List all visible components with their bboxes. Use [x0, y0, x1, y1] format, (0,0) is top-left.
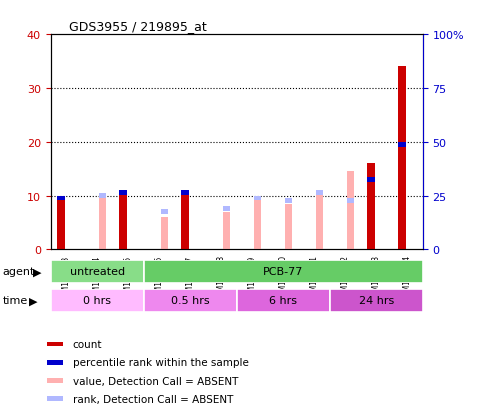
Text: count: count	[72, 339, 102, 349]
Bar	[223, 207, 230, 212]
Text: PCB-77: PCB-77	[263, 266, 303, 277]
Text: 0.5 hrs: 0.5 hrs	[171, 295, 210, 306]
Bar	[119, 193, 127, 250]
Bar	[367, 178, 375, 182]
Bar	[346, 172, 355, 250]
Bar	[254, 196, 261, 201]
Bar	[315, 191, 323, 196]
Bar	[284, 199, 292, 204]
Bar	[51, 260, 144, 283]
Text: percentile rank within the sample: percentile rank within the sample	[72, 358, 249, 368]
Bar	[160, 210, 169, 214]
Bar	[47, 342, 63, 347]
Bar	[47, 396, 63, 401]
Text: ▶: ▶	[29, 296, 38, 306]
Text: ▶: ▶	[33, 267, 42, 277]
Bar	[160, 218, 169, 250]
Text: value, Detection Call = ABSENT: value, Detection Call = ABSENT	[72, 376, 238, 386]
Bar	[47, 378, 63, 383]
Bar	[144, 260, 423, 283]
Bar	[119, 191, 127, 196]
Bar	[315, 193, 323, 250]
Bar	[398, 67, 406, 250]
Bar	[181, 191, 189, 196]
Bar	[99, 193, 106, 250]
Text: time: time	[2, 296, 28, 306]
Bar	[57, 196, 65, 201]
Text: 24 hrs: 24 hrs	[358, 295, 394, 306]
Text: untreated: untreated	[70, 266, 125, 277]
Text: 6 hrs: 6 hrs	[269, 295, 297, 306]
Bar	[367, 164, 375, 250]
Bar	[181, 193, 189, 250]
Bar	[329, 289, 423, 312]
Bar	[346, 199, 355, 204]
Bar	[398, 142, 406, 147]
Bar	[254, 199, 261, 250]
Bar	[57, 199, 65, 250]
Bar	[284, 204, 292, 250]
Bar	[223, 212, 230, 250]
Bar	[144, 289, 237, 312]
Bar	[99, 193, 106, 198]
Bar	[237, 289, 329, 312]
Bar	[47, 360, 63, 365]
Text: agent: agent	[2, 267, 35, 277]
Text: GDS3955 / 219895_at: GDS3955 / 219895_at	[70, 19, 207, 33]
Text: rank, Detection Call = ABSENT: rank, Detection Call = ABSENT	[72, 394, 233, 404]
Bar	[51, 289, 144, 312]
Text: 0 hrs: 0 hrs	[83, 295, 111, 306]
